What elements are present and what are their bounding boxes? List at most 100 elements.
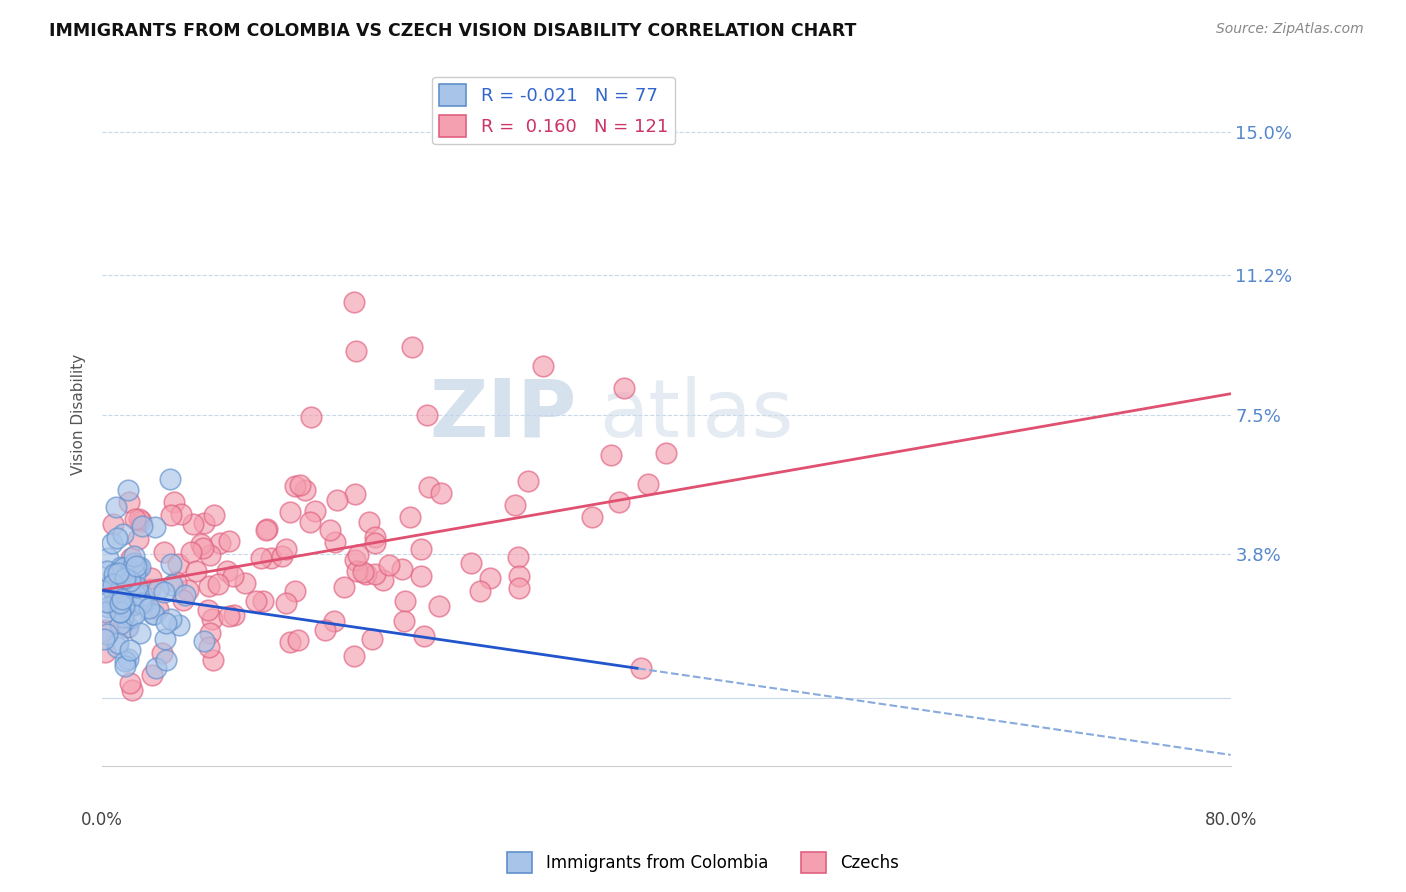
Point: [93, 632, 115, 646]
Point: [260, 551, 283, 566]
Point: [364, 567, 387, 582]
Point: [172, 593, 194, 607]
Point: [160, 508, 183, 522]
Point: [299, 409, 322, 424]
Text: IMMIGRANTS FROM COLOMBIA VS CZECH VISION DISABILITY CORRELATION CHART: IMMIGRANTS FROM COLOMBIA VS CZECH VISION…: [49, 22, 856, 40]
Point: [120, 564, 142, 578]
Point: [112, 609, 135, 624]
Point: [508, 581, 530, 595]
Point: [110, 592, 132, 607]
Point: [284, 479, 307, 493]
Point: [129, 514, 152, 528]
Point: [506, 549, 529, 564]
Point: [200, 626, 222, 640]
Point: [124, 566, 146, 581]
Point: [127, 580, 149, 594]
Point: [401, 340, 423, 354]
Text: atlas: atlas: [599, 376, 793, 454]
Point: [193, 634, 215, 648]
Point: [163, 494, 186, 508]
Point: [287, 632, 309, 647]
Point: [129, 560, 152, 574]
Point: [120, 675, 142, 690]
Point: [222, 607, 245, 622]
Point: [294, 483, 316, 498]
Point: [325, 534, 347, 549]
Point: [105, 640, 128, 654]
Point: [127, 560, 149, 574]
Point: [630, 660, 652, 674]
Point: [103, 566, 125, 581]
Text: Source: ZipAtlas.com: Source: ZipAtlas.com: [1216, 22, 1364, 37]
Point: [505, 498, 527, 512]
Point: [110, 596, 132, 610]
Point: [298, 516, 321, 530]
Point: [104, 575, 127, 590]
Point: [100, 536, 122, 550]
Point: [141, 667, 163, 681]
Point: [177, 583, 200, 598]
Point: [198, 579, 221, 593]
Point: [197, 603, 219, 617]
Point: [107, 566, 129, 581]
Point: [326, 492, 349, 507]
Legend: Immigrants from Colombia, Czechs: Immigrants from Colombia, Czechs: [501, 846, 905, 880]
Point: [97, 599, 120, 614]
Point: [202, 653, 225, 667]
Point: [146, 582, 169, 596]
Point: [121, 683, 143, 698]
Point: [429, 486, 451, 500]
Point: [318, 523, 340, 537]
Point: [278, 635, 301, 649]
Point: [146, 601, 169, 615]
Point: [111, 561, 134, 575]
Point: [190, 537, 212, 551]
Point: [412, 629, 434, 643]
Point: [391, 562, 413, 576]
Point: [202, 508, 225, 522]
Point: [131, 588, 153, 602]
Point: [470, 584, 492, 599]
Point: [531, 359, 554, 373]
Point: [200, 548, 222, 562]
Point: [103, 585, 125, 599]
Legend: R = -0.021   N = 77, R =  0.160   N = 121: R = -0.021 N = 77, R = 0.160 N = 121: [432, 77, 675, 145]
Point: [138, 601, 160, 615]
Point: [209, 536, 232, 550]
Point: [129, 596, 152, 610]
Y-axis label: Vision Disability: Vision Disability: [72, 354, 86, 475]
Point: [347, 548, 370, 562]
Point: [124, 587, 146, 601]
Point: [245, 594, 267, 608]
Point: [460, 556, 482, 570]
Point: [114, 658, 136, 673]
Point: [159, 612, 181, 626]
Point: [278, 505, 301, 519]
Point: [354, 567, 377, 582]
Point: [254, 524, 277, 538]
Point: [215, 564, 238, 578]
Point: [162, 578, 184, 592]
Point: [107, 602, 129, 616]
Point: [323, 615, 346, 629]
Point: [159, 472, 181, 486]
Point: [201, 612, 224, 626]
Point: [101, 598, 124, 612]
Point: [117, 620, 139, 634]
Point: [378, 558, 401, 572]
Text: ZIP: ZIP: [429, 376, 576, 454]
Point: [193, 516, 215, 530]
Point: [111, 592, 134, 607]
Point: [371, 573, 394, 587]
Point: [96, 564, 118, 578]
Point: [121, 598, 143, 612]
Point: [112, 527, 135, 541]
Point: [120, 610, 142, 624]
Point: [108, 605, 131, 619]
Point: [427, 599, 450, 614]
Point: [143, 520, 166, 534]
Point: [274, 596, 297, 610]
Point: [478, 571, 501, 585]
Point: [104, 592, 127, 607]
Point: [655, 446, 678, 460]
